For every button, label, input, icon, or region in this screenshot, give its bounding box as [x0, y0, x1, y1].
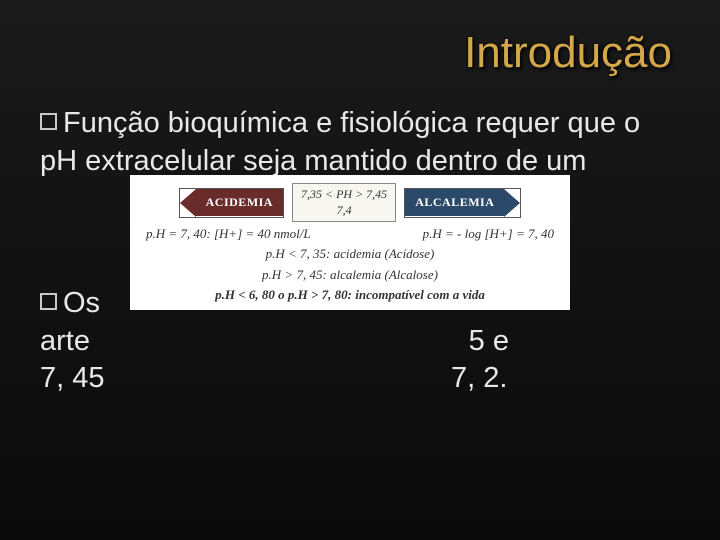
- arrow-right-icon: [504, 189, 520, 217]
- bullet-2-prefix: Os: [63, 287, 100, 319]
- arrow-left-icon: [180, 189, 196, 217]
- alcalemia-arrow: ALCALEMIA: [404, 188, 521, 218]
- bullet-square-icon: [40, 113, 57, 130]
- ph-diagram: ACIDEMIA 7,35 < PH > 7,45 7,4 ALCALEMIA …: [130, 175, 570, 310]
- bullet-1-prefix: Função: [63, 107, 160, 139]
- acidemia-label: ACIDEMIA: [196, 189, 283, 216]
- formula-left: p.H = 7, 40: [H+] = 40 nmol/L: [146, 226, 311, 242]
- alcalemia-label: ALCALEMIA: [405, 189, 504, 216]
- diagram-incompativel-line: p.H < 6, 80 o p.H > 7, 80: incompatível …: [140, 286, 560, 304]
- formula-right: p.H = - log [H+] = 7, 40: [423, 226, 554, 242]
- slide-title: Introdução: [464, 28, 672, 78]
- acidemia-arrow: ACIDEMIA: [179, 188, 284, 218]
- diagram-acidose-line: p.H < 7, 35: acidemia (Acidose): [140, 245, 560, 263]
- bullet-2-line3: 7, 45 7, 2.: [40, 362, 507, 394]
- ph-range-box: 7,35 < PH > 7,45 7,4: [292, 183, 396, 222]
- diagram-arrows-row: ACIDEMIA 7,35 < PH > 7,45 7,4 ALCALEMIA: [140, 183, 560, 222]
- bullet-2-line2: arte 5 e: [40, 325, 509, 357]
- diagram-formula-row: p.H = 7, 40: [H+] = 40 nmol/L p.H = - lo…: [140, 226, 560, 242]
- bullet-1: Função bioquímica e fisiológica requer q…: [40, 105, 680, 180]
- bullet-square-icon: [40, 293, 57, 310]
- ph-range-text: 7,35 < PH > 7,45: [301, 187, 387, 203]
- diagram-alcalose-line: p.H > 7, 45: alcalemia (Alcalose): [140, 266, 560, 284]
- ph-value-text: 7,4: [301, 203, 387, 219]
